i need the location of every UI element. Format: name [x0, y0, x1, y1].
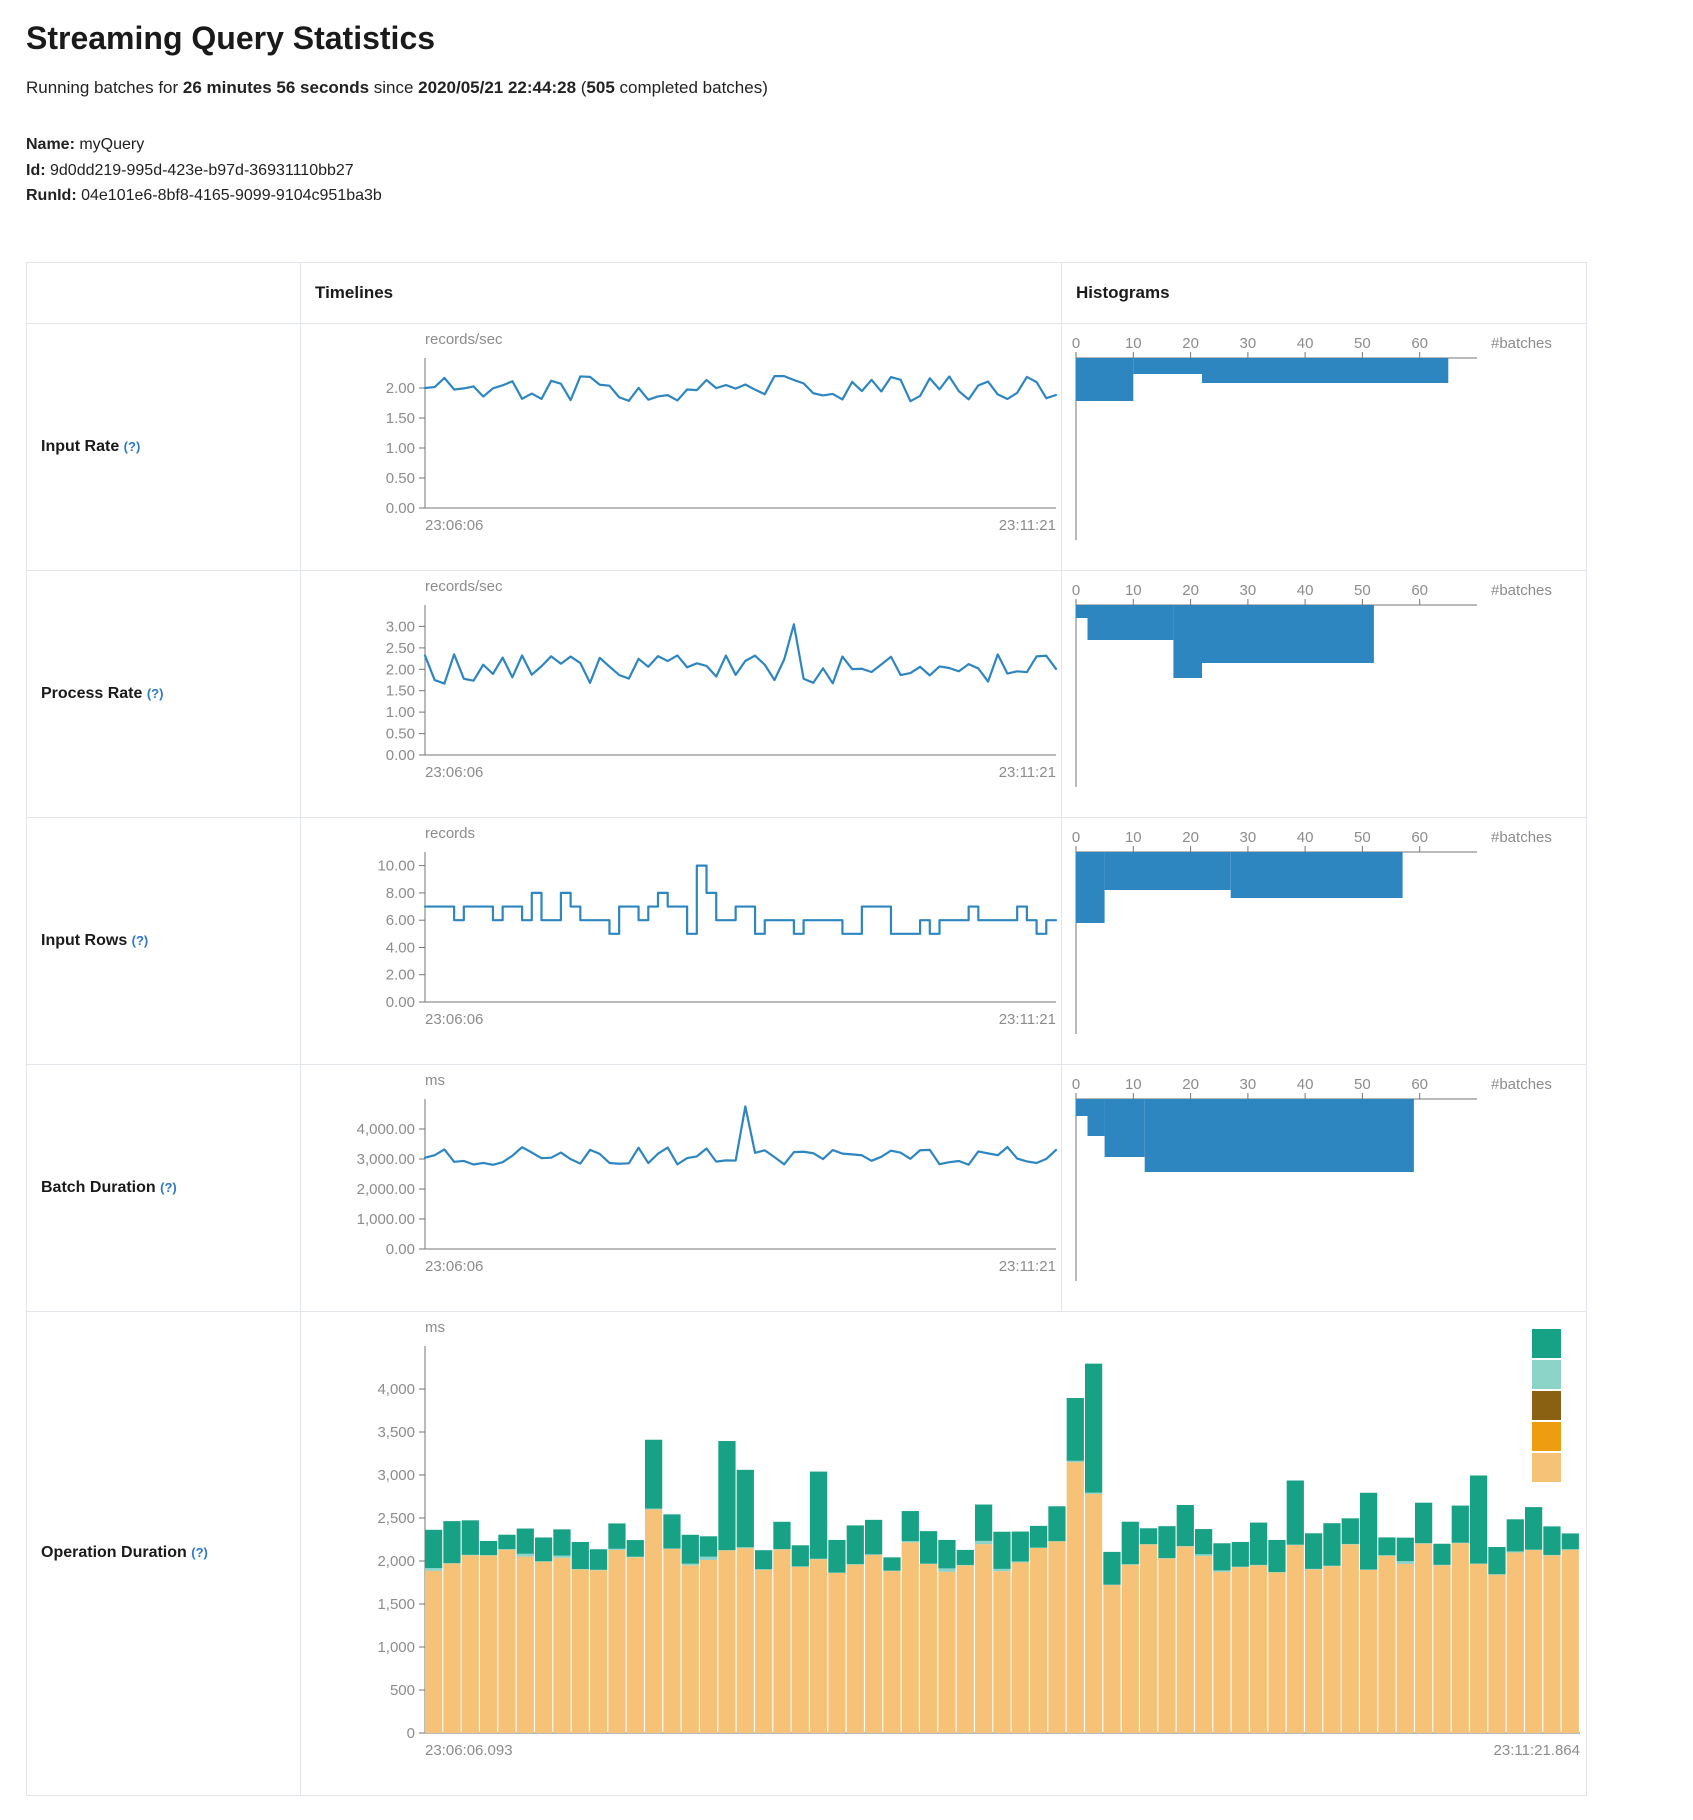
- svg-text:3,000.00: 3,000.00: [357, 1151, 415, 1168]
- svg-text:50: 50: [1354, 1076, 1371, 1093]
- svg-text:0.00: 0.00: [386, 994, 415, 1011]
- svg-text:0.00: 0.00: [386, 500, 415, 517]
- svg-text:2.00: 2.00: [386, 661, 415, 678]
- svg-text:30: 30: [1240, 335, 1257, 352]
- svg-text:1.00: 1.00: [386, 440, 415, 457]
- svg-text:23:06:06: 23:06:06: [425, 1011, 483, 1028]
- svg-text:0: 0: [1072, 1076, 1080, 1093]
- svg-text:10: 10: [1125, 582, 1142, 599]
- svg-text:1,000.00: 1,000.00: [357, 1211, 415, 1228]
- svg-text:3,500: 3,500: [377, 1424, 415, 1441]
- svg-text:4,000.00: 4,000.00: [357, 1121, 415, 1138]
- svg-text:ms: ms: [425, 1072, 445, 1089]
- svg-text:23:06:06: 23:06:06: [425, 517, 483, 534]
- svg-text:20: 20: [1182, 829, 1199, 846]
- svg-text:3.00: 3.00: [386, 618, 415, 635]
- svg-text:1.00: 1.00: [386, 704, 415, 721]
- svg-text:ms: ms: [425, 1319, 445, 1336]
- svg-text:60: 60: [1411, 1076, 1428, 1093]
- svg-text:23:11:21: 23:11:21: [999, 517, 1056, 534]
- svg-text:2.00: 2.00: [386, 380, 415, 397]
- svg-text:500: 500: [390, 1682, 415, 1699]
- svg-text:0.00: 0.00: [386, 747, 415, 764]
- svg-text:40: 40: [1297, 1076, 1314, 1093]
- svg-text:10: 10: [1125, 335, 1142, 352]
- svg-text:60: 60: [1411, 829, 1428, 846]
- svg-text:#batches: #batches: [1491, 335, 1552, 352]
- svg-text:0: 0: [1072, 335, 1080, 352]
- svg-text:23:06:06: 23:06:06: [425, 1258, 483, 1275]
- svg-text:0.00: 0.00: [386, 1241, 415, 1258]
- svg-text:20: 20: [1182, 335, 1199, 352]
- svg-text:40: 40: [1297, 829, 1314, 846]
- svg-text:#batches: #batches: [1491, 582, 1552, 599]
- svg-text:records: records: [425, 825, 475, 842]
- svg-text:23:06:06.093: 23:06:06.093: [425, 1742, 513, 1759]
- svg-text:60: 60: [1411, 335, 1428, 352]
- svg-text:40: 40: [1297, 582, 1314, 599]
- svg-text:60: 60: [1411, 582, 1428, 599]
- svg-text:30: 30: [1240, 1076, 1257, 1093]
- svg-text:50: 50: [1354, 335, 1371, 352]
- svg-text:23:11:21: 23:11:21: [999, 1258, 1056, 1275]
- svg-text:2,000.00: 2,000.00: [357, 1181, 415, 1198]
- svg-text:8.00: 8.00: [386, 884, 415, 901]
- svg-text:3,000: 3,000: [377, 1467, 415, 1484]
- svg-text:20: 20: [1182, 582, 1199, 599]
- svg-text:4.00: 4.00: [386, 939, 415, 956]
- svg-text:23:06:06: 23:06:06: [425, 764, 483, 781]
- svg-text:0.50: 0.50: [386, 470, 415, 487]
- svg-text:4,000: 4,000: [377, 1381, 415, 1398]
- svg-text:23:11:21: 23:11:21: [999, 764, 1056, 781]
- svg-text:10: 10: [1125, 829, 1142, 846]
- svg-text:2,000: 2,000: [377, 1553, 415, 1570]
- svg-text:40: 40: [1297, 335, 1314, 352]
- svg-text:30: 30: [1240, 829, 1257, 846]
- svg-text:20: 20: [1182, 1076, 1199, 1093]
- svg-text:1,000: 1,000: [377, 1639, 415, 1656]
- svg-text:30: 30: [1240, 582, 1257, 599]
- svg-text:6.00: 6.00: [386, 912, 415, 929]
- svg-text:10.00: 10.00: [377, 857, 415, 874]
- svg-text:records/sec: records/sec: [425, 578, 503, 595]
- svg-text:2,500: 2,500: [377, 1510, 415, 1527]
- svg-text:50: 50: [1354, 829, 1371, 846]
- svg-text:10: 10: [1125, 1076, 1142, 1093]
- svg-text:1.50: 1.50: [386, 682, 415, 699]
- svg-text:23:11:21.864: 23:11:21.864: [1494, 1742, 1580, 1759]
- svg-text:1.50: 1.50: [386, 410, 415, 427]
- svg-text:#batches: #batches: [1491, 829, 1552, 846]
- svg-text:#batches: #batches: [1491, 1076, 1552, 1093]
- svg-text:0: 0: [1072, 829, 1080, 846]
- svg-text:2.50: 2.50: [386, 639, 415, 656]
- svg-text:1,500: 1,500: [377, 1596, 415, 1613]
- svg-text:0.50: 0.50: [386, 725, 415, 742]
- svg-text:2.00: 2.00: [386, 966, 415, 983]
- svg-text:23:11:21: 23:11:21: [999, 1011, 1056, 1028]
- svg-text:0: 0: [407, 1725, 415, 1742]
- svg-text:records/sec: records/sec: [425, 331, 503, 348]
- svg-text:50: 50: [1354, 582, 1371, 599]
- svg-text:0: 0: [1072, 582, 1080, 599]
